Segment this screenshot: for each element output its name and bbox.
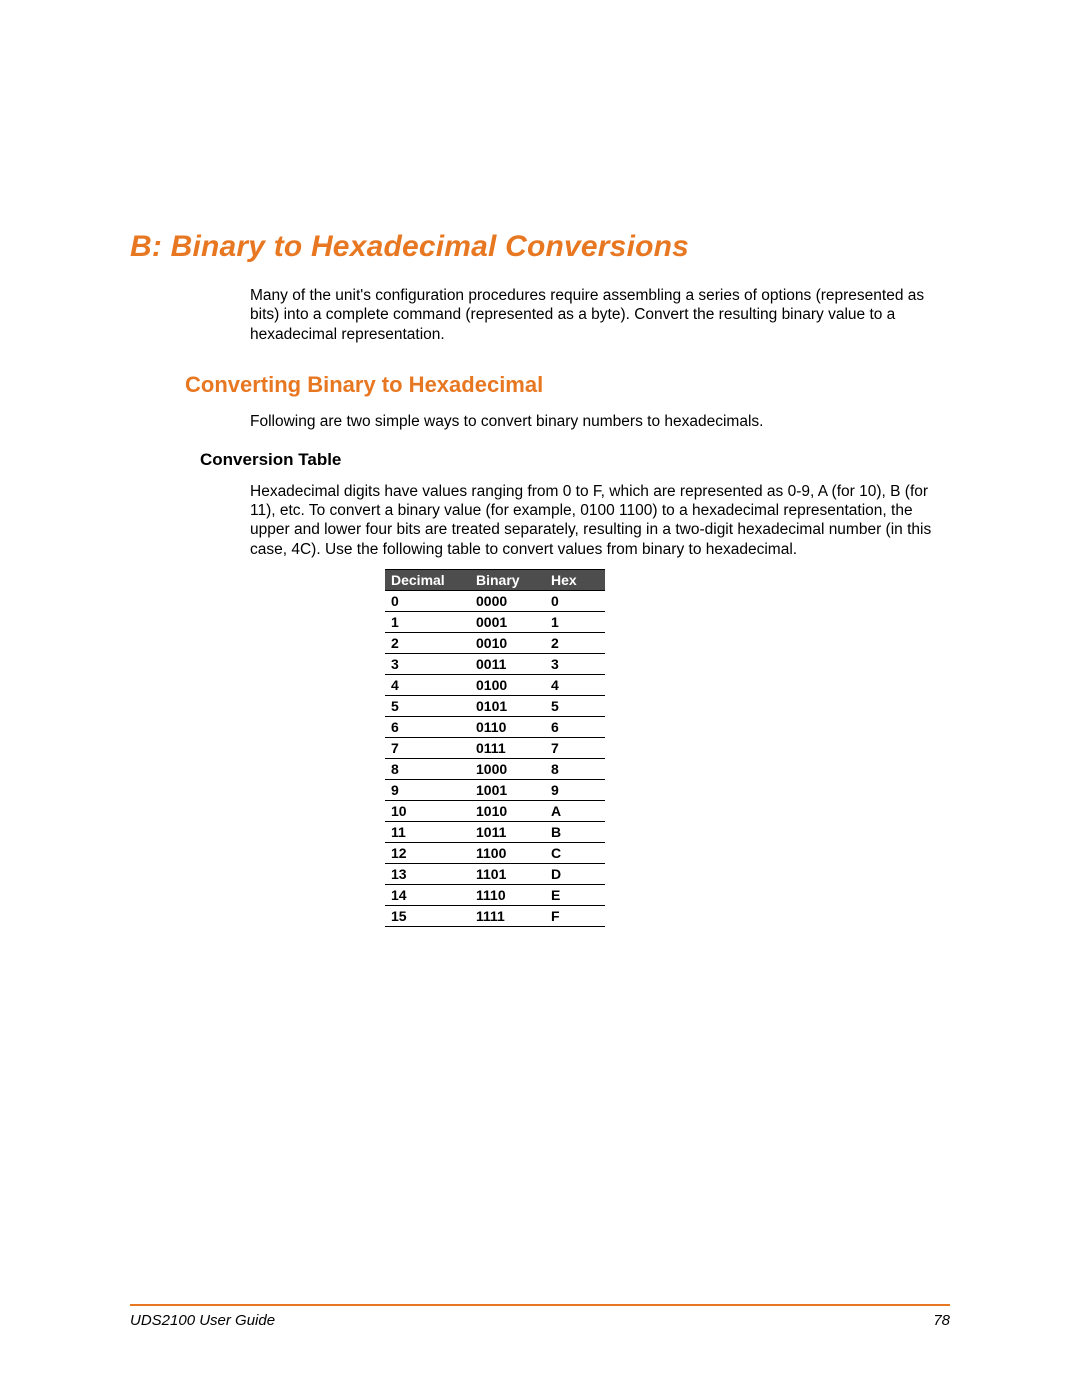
table-cell: 12: [385, 843, 470, 864]
table-row: 131101D: [385, 864, 605, 885]
table-row: 111011B: [385, 822, 605, 843]
table-cell: 4: [545, 675, 605, 696]
table-cell: 0001: [470, 612, 545, 633]
table-cell: 6: [545, 717, 605, 738]
table-cell: 10: [385, 801, 470, 822]
subsection-paragraph: Hexadecimal digits have values ranging f…: [250, 482, 950, 560]
table-cell: A: [545, 801, 605, 822]
table-cell: 9: [545, 780, 605, 801]
table-header-row: Decimal Binary Hex: [385, 570, 605, 591]
col-header-binary: Binary: [470, 570, 545, 591]
page-title: B: Binary to Hexadecimal Conversions: [130, 230, 950, 264]
table-cell: 3: [385, 654, 470, 675]
table-cell: 8: [385, 759, 470, 780]
table-row: 501015: [385, 696, 605, 717]
col-header-decimal: Decimal: [385, 570, 470, 591]
table-cell: 1: [385, 612, 470, 633]
conversion-table: Decimal Binary Hex 000000100011200102300…: [385, 569, 605, 927]
table-cell: 0100: [470, 675, 545, 696]
table-cell: B: [545, 822, 605, 843]
table-row: 101010A: [385, 801, 605, 822]
table-cell: 3: [545, 654, 605, 675]
table-cell: 11: [385, 822, 470, 843]
table-cell: 7: [385, 738, 470, 759]
table-cell: 1: [545, 612, 605, 633]
table-cell: 0: [545, 591, 605, 612]
table-cell: 0110: [470, 717, 545, 738]
table-cell: 0101: [470, 696, 545, 717]
table-row: 910019: [385, 780, 605, 801]
table-cell: E: [545, 885, 605, 906]
table-cell: 1110: [470, 885, 545, 906]
table-cell: 0011: [470, 654, 545, 675]
table-cell: 7: [545, 738, 605, 759]
table-cell: F: [545, 906, 605, 927]
table-row: 100011: [385, 612, 605, 633]
footer-page-number: 78: [933, 1312, 950, 1329]
subsection-heading: Conversion Table: [200, 450, 950, 470]
table-cell: 14: [385, 885, 470, 906]
table-cell: 6: [385, 717, 470, 738]
table-cell: 0111: [470, 738, 545, 759]
table-cell: 8: [545, 759, 605, 780]
section-paragraph: Following are two simple ways to convert…: [250, 412, 950, 431]
table-cell: 1111: [470, 906, 545, 927]
page-footer: UDS2100 User Guide 78: [130, 1304, 950, 1329]
table-cell: D: [545, 864, 605, 885]
table-cell: 13: [385, 864, 470, 885]
table-cell: 15: [385, 906, 470, 927]
table-row: 000000: [385, 591, 605, 612]
table-row: 300113: [385, 654, 605, 675]
table-cell: 9: [385, 780, 470, 801]
footer-doc-title: UDS2100 User Guide: [130, 1312, 275, 1329]
table-cell: 1101: [470, 864, 545, 885]
table-cell: 2: [545, 633, 605, 654]
table-cell: 0010: [470, 633, 545, 654]
table-row: 141110E: [385, 885, 605, 906]
table-cell: 0000: [470, 591, 545, 612]
table-row: 701117: [385, 738, 605, 759]
table-cell: 1000: [470, 759, 545, 780]
table-cell: 5: [545, 696, 605, 717]
table-row: 121100C: [385, 843, 605, 864]
table-row: 810008: [385, 759, 605, 780]
table-cell: C: [545, 843, 605, 864]
table-row: 200102: [385, 633, 605, 654]
table-cell: 5: [385, 696, 470, 717]
table-cell: 4: [385, 675, 470, 696]
table-cell: 1010: [470, 801, 545, 822]
table-cell: 1001: [470, 780, 545, 801]
table-cell: 2: [385, 633, 470, 654]
table-cell: 0: [385, 591, 470, 612]
intro-paragraph: Many of the unit's configuration procedu…: [250, 286, 950, 344]
table-row: 151111F: [385, 906, 605, 927]
table-cell: 1100: [470, 843, 545, 864]
table-row: 601106: [385, 717, 605, 738]
section-heading: Converting Binary to Hexadecimal: [185, 372, 950, 398]
table-cell: 1011: [470, 822, 545, 843]
col-header-hex: Hex: [545, 570, 605, 591]
table-row: 401004: [385, 675, 605, 696]
